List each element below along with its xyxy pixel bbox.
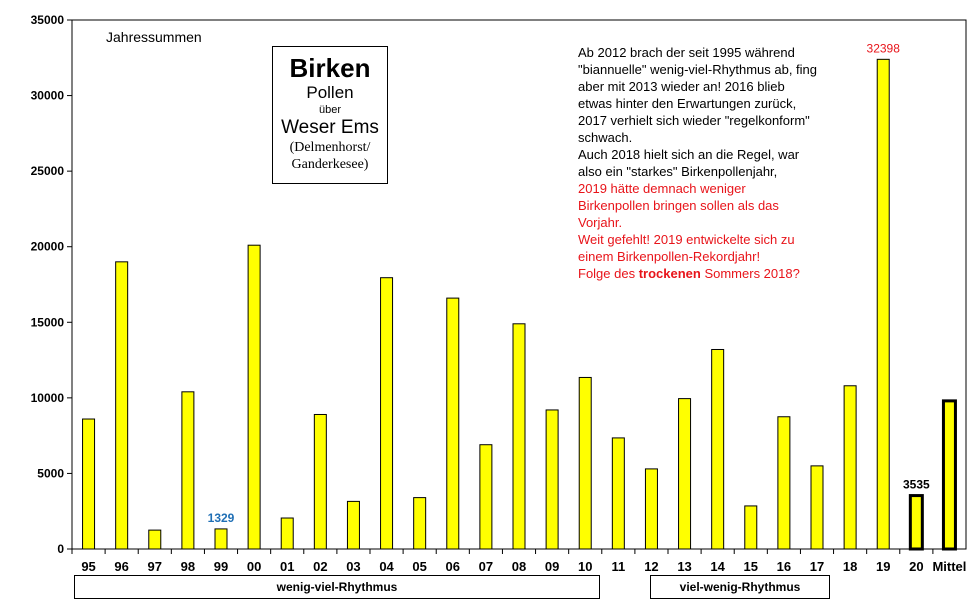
bar-99 [214, 528, 228, 550]
title-place-1: (Delmenhorst/ [289, 140, 371, 155]
x-tick-label: 11 [611, 559, 625, 574]
bar-05 [413, 497, 427, 550]
y-tick-label: 30000 [31, 89, 65, 103]
x-tick-label: 18 [843, 559, 857, 574]
y-tick-label: 15000 [31, 315, 65, 329]
bar-13 [678, 398, 692, 550]
bar-01 [280, 517, 294, 550]
x-tick-label: 09 [545, 559, 559, 574]
x-tick-label: 15 [744, 559, 758, 574]
bar-16 [777, 416, 791, 550]
bar-18 [843, 385, 857, 550]
x-tick-label: 97 [148, 559, 162, 574]
x-tick-label: 14 [710, 559, 725, 574]
bar-12 [644, 468, 658, 550]
bar-06 [446, 297, 460, 550]
bar-02 [313, 413, 327, 550]
bar-98 [181, 391, 195, 550]
bar-20 [908, 494, 924, 551]
x-tick-label: Mittel [932, 559, 966, 574]
y-tick-label: 35000 [31, 13, 65, 27]
x-tick-label: 99 [214, 559, 228, 574]
x-tick-label: 03 [346, 559, 360, 574]
x-tick-label: 07 [479, 559, 493, 574]
y-tick-label: 20000 [31, 240, 65, 254]
x-tick-label: 00 [247, 559, 261, 574]
bar-07 [479, 444, 493, 550]
y-tick-label: 0 [57, 542, 64, 556]
bar-Mittel [941, 399, 957, 551]
data-label-19: 32398 [867, 41, 901, 55]
title-box: Birken Pollen über Weser Ems (Delmenhors… [272, 46, 388, 184]
x-tick-label: 01 [280, 559, 294, 574]
title-place-2: Ganderkesee) [291, 157, 369, 172]
bar-00 [247, 244, 261, 550]
y-tick-label: 25000 [31, 164, 65, 178]
bar-08 [512, 323, 526, 550]
phase-label-right: viel-wenig-Rhythmus [650, 575, 830, 599]
note-p5-post: Sommers 2018? [700, 266, 800, 281]
x-tick-label: 05 [412, 559, 426, 574]
bar-14 [711, 348, 725, 550]
bar-03 [346, 500, 360, 550]
y-tick-label: 10000 [31, 391, 65, 405]
x-tick-label: 02 [313, 559, 327, 574]
data-label-20: 3535 [903, 478, 930, 492]
note-paragraph-3: 2019 hätte demnach weniger Birkenpollen … [578, 181, 779, 230]
bar-04 [380, 277, 394, 550]
phase-label-left: wenig-viel-Rhythmus [74, 575, 600, 599]
x-tick-label: 98 [181, 559, 195, 574]
bar-11 [611, 437, 625, 550]
x-tick-label: 10 [578, 559, 592, 574]
x-tick-label: 04 [379, 559, 394, 574]
bar-96 [115, 261, 129, 550]
bar-15 [744, 505, 758, 550]
note-p5-pre: Folge des [578, 266, 639, 281]
x-tick-label: 19 [876, 559, 890, 574]
x-tick-label: 20 [909, 559, 923, 574]
bar-95 [82, 418, 96, 550]
bar-10 [578, 376, 592, 550]
x-tick-label: 12 [644, 559, 658, 574]
chart-subtitle: Jahressummen [106, 29, 202, 45]
title-ueber: über [318, 104, 342, 116]
title-region: Weser Ems [281, 117, 379, 138]
title-birken: Birken [289, 53, 371, 83]
note-paragraph-1: Ab 2012 brach der seit 1995 während "bia… [578, 45, 818, 145]
x-tick-label: 06 [446, 559, 460, 574]
x-tick-label: 96 [114, 559, 128, 574]
x-tick-label: 17 [810, 559, 824, 574]
note-paragraph-4-text: Weit gefehlt! 2019 entwickelte sich zu e… [578, 232, 795, 264]
x-tick-label: 16 [777, 559, 791, 574]
note-paragraph-4: Weit gefehlt! 2019 entwickelte sich zu e… [578, 231, 818, 265]
bar-09 [545, 409, 559, 550]
x-tick-label: 95 [81, 559, 95, 574]
bar-17 [810, 465, 824, 550]
data-label-99: 1329 [208, 511, 235, 525]
bar-19 [876, 58, 890, 550]
note-paragraph-2: Auch 2018 hielt sich an die Regel, war a… [578, 147, 800, 179]
bar-97 [148, 529, 162, 550]
x-tick-label: 13 [677, 559, 691, 574]
note-p5-bold: trockenen [638, 266, 701, 281]
note-paragraph-5: Folge des trockenen Sommers 2018? [578, 265, 818, 282]
annotation-text: Ab 2012 brach der seit 1995 während "bia… [578, 44, 818, 282]
x-tick-label: 08 [512, 559, 526, 574]
title-pollen: Pollen [306, 83, 354, 102]
y-tick-label: 5000 [37, 466, 64, 480]
